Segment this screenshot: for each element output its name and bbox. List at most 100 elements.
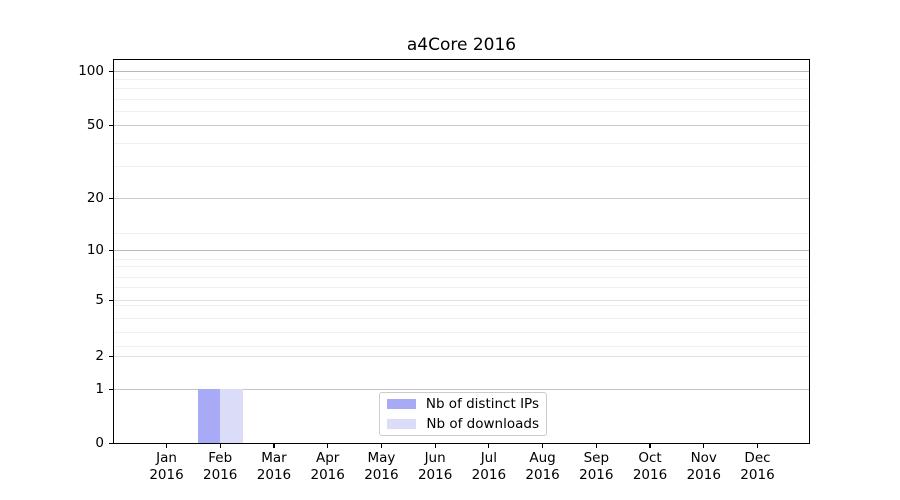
x-tick-year: 2016 <box>364 466 399 483</box>
y-tick-mark <box>109 299 113 301</box>
minor-gridline <box>114 79 809 80</box>
chart-title: a4Core 2016 <box>406 35 517 55</box>
legend-item: Nb of downloads <box>387 416 539 432</box>
minor-gridline <box>114 166 809 167</box>
y-tick-mark <box>109 197 113 199</box>
legend-item: Nb of distinct IPs <box>387 396 539 412</box>
x-tick-label-oct: Oct 2016 <box>622 450 678 483</box>
x-tick-mark <box>488 443 490 448</box>
y-tick-label: 10 <box>86 242 104 258</box>
x-tick-month: Jan <box>156 450 177 466</box>
x-tick-month: Apr <box>315 450 340 466</box>
x-tick-label-jul: Jul 2016 <box>461 450 517 483</box>
minor-gridline <box>114 88 809 89</box>
minor-gridline <box>114 233 809 234</box>
minor-gridline <box>114 318 809 319</box>
x-tick-label-dec: Dec 2016 <box>729 450 785 483</box>
x-tick-month: Jun <box>424 450 446 466</box>
minor-gridline <box>114 277 809 278</box>
minor-gridline <box>114 287 809 288</box>
x-tick-month: Oct <box>638 450 662 466</box>
bar-nb-of-downloads-feb-2016 <box>220 389 243 443</box>
x-tick-label-jun: Jun 2016 <box>407 450 463 483</box>
x-tick-month: Jul <box>480 450 497 466</box>
y-tick-mark <box>109 442 113 444</box>
minor-gridline <box>114 332 809 333</box>
y-tick-mark <box>109 355 113 357</box>
major-gridline <box>114 356 809 357</box>
x-tick-month: Dec <box>744 450 771 466</box>
x-tick-label-sep: Sep 2016 <box>568 450 624 483</box>
x-tick-month: May <box>367 450 396 466</box>
x-tick-mark <box>273 443 275 448</box>
x-tick-year: 2016 <box>256 466 292 483</box>
y-tick-mark <box>109 249 113 251</box>
x-tick-mark <box>649 443 651 448</box>
y-tick-label: 50 <box>86 117 104 133</box>
y-tick-label: 1 <box>95 381 104 397</box>
minor-gridline <box>114 266 809 267</box>
legend: Nb of distinct IPs Nb of downloads <box>379 392 547 436</box>
major-gridline <box>114 300 809 301</box>
legend-swatch-distinct-ips <box>387 399 416 409</box>
y-tick-label: 100 <box>78 63 104 79</box>
x-tick-mark <box>595 443 597 448</box>
x-tick-year: 2016 <box>149 466 184 483</box>
y-tick-mark <box>109 124 113 126</box>
y-tick-label: 0 <box>95 435 104 451</box>
major-gridline <box>114 71 809 72</box>
minor-gridline <box>114 346 809 347</box>
legend-swatch-downloads <box>387 419 417 429</box>
minor-gridline <box>114 259 809 260</box>
plot-area-border <box>113 59 810 444</box>
x-tick-mark <box>756 443 759 448</box>
x-tick-year: 2016 <box>471 466 507 483</box>
x-tick-year: 2016 <box>632 466 668 483</box>
x-tick-mark <box>219 443 221 448</box>
y-tick-label: 5 <box>95 292 104 308</box>
major-gridline <box>114 389 809 390</box>
y-tick-label: 20 <box>86 190 104 206</box>
x-tick-year: 2016 <box>686 466 721 483</box>
major-gridline <box>114 250 809 251</box>
x-tick-label-feb: Feb 2016 <box>192 450 248 483</box>
y-tick-mark <box>109 70 113 72</box>
legend-label-distinct-ips: Nb of distinct IPs <box>425 396 539 412</box>
x-tick-label-may: May 2016 <box>353 450 409 483</box>
x-tick-mark <box>165 443 168 448</box>
x-tick-month: Feb <box>208 450 233 466</box>
major-gridline <box>114 125 809 126</box>
x-tick-year: 2016 <box>579 466 614 483</box>
x-tick-mark <box>703 443 705 448</box>
y-tick-mark <box>109 388 113 390</box>
x-tick-year: 2016 <box>310 466 345 483</box>
x-tick-mark <box>541 443 544 448</box>
y-tick-label: 2 <box>95 348 104 364</box>
x-tick-label-mar: Mar 2016 <box>246 450 302 483</box>
legend-label-downloads: Nb of downloads <box>426 416 539 432</box>
minor-gridline <box>114 99 809 100</box>
x-tick-label-nov: Nov 2016 <box>676 450 732 483</box>
x-tick-year: 2016 <box>417 466 453 483</box>
x-tick-mark <box>327 443 329 448</box>
x-tick-month: Nov <box>690 450 717 466</box>
x-tick-year: 2016 <box>525 466 560 483</box>
major-gridline <box>114 198 809 199</box>
x-tick-label-jan: Jan 2016 <box>139 450 195 483</box>
x-tick-mark <box>380 443 382 448</box>
x-tick-month: Sep <box>583 450 610 466</box>
minor-gridline <box>114 111 809 112</box>
x-tick-mark <box>434 443 436 448</box>
x-tick-year: 2016 <box>740 466 775 483</box>
x-tick-month: Aug <box>529 450 556 466</box>
bar-nb-of-distinct-ips-feb-2016 <box>197 389 221 443</box>
minor-gridline <box>114 305 809 306</box>
x-tick-month: Mar <box>261 450 287 466</box>
x-tick-year: 2016 <box>203 466 238 483</box>
minor-gridline <box>114 143 809 144</box>
x-tick-label-aug: Aug 2016 <box>515 450 571 483</box>
